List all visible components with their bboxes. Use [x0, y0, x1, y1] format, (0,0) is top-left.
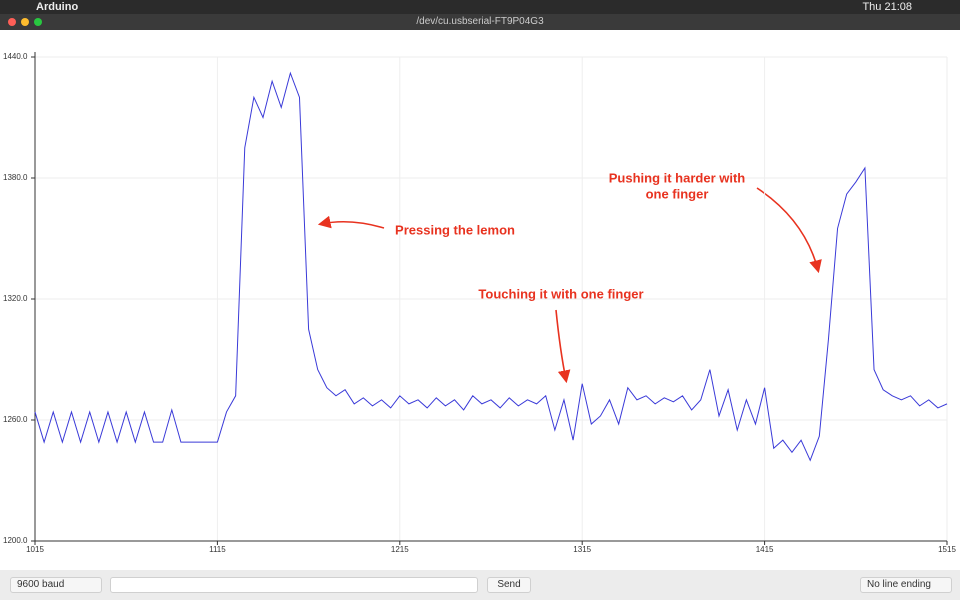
y-tick-label: 1380.0 — [3, 173, 28, 182]
y-tick-label: 1200.0 — [3, 536, 28, 545]
x-tick-label: 1015 — [26, 545, 44, 554]
y-tick-label: 1320.0 — [3, 294, 28, 303]
annotation: Pushing it harder with — [609, 170, 746, 185]
x-tick-label: 1315 — [573, 545, 591, 554]
baud-select[interactable]: 9600 baud — [10, 577, 102, 593]
annotation: Touching it with one finger — [478, 286, 643, 301]
window-title: /dev/cu.usbserial-FT9P04G3 — [0, 14, 960, 30]
footer: 9600 baud Send No line ending — [0, 570, 960, 600]
minimize-button[interactable] — [21, 18, 29, 26]
arrows — [317, 187, 822, 384]
y-tick-label: 1440.0 — [3, 52, 28, 61]
zoom-button[interactable] — [34, 18, 42, 26]
annotation: Pressing the lemon — [395, 222, 515, 237]
x-tick-label: 1215 — [391, 545, 409, 554]
data-line — [34, 71, 948, 462]
menubar: Arduino Thu 21:08 — [0, 0, 960, 14]
x-tick-label: 1415 — [756, 545, 774, 554]
clock: Thu 21:08 — [862, 1, 912, 13]
plot: 1200.0 1260.0 1320.0 1380.0 1440.0 1015 1115 12… — [0, 30, 960, 570]
line-ending-select[interactable]: No line ending — [860, 577, 952, 593]
message-input[interactable] — [110, 577, 478, 593]
annotation: one finger — [646, 186, 709, 201]
y-tick-label: 1260.0 — [3, 415, 28, 424]
x-tick-label: 1515 — [938, 545, 956, 554]
close-button[interactable] — [8, 18, 16, 26]
send-button[interactable]: Send — [487, 577, 531, 593]
x-tick-label: 1115 — [209, 545, 226, 554]
app-name: Arduino — [36, 1, 79, 13]
